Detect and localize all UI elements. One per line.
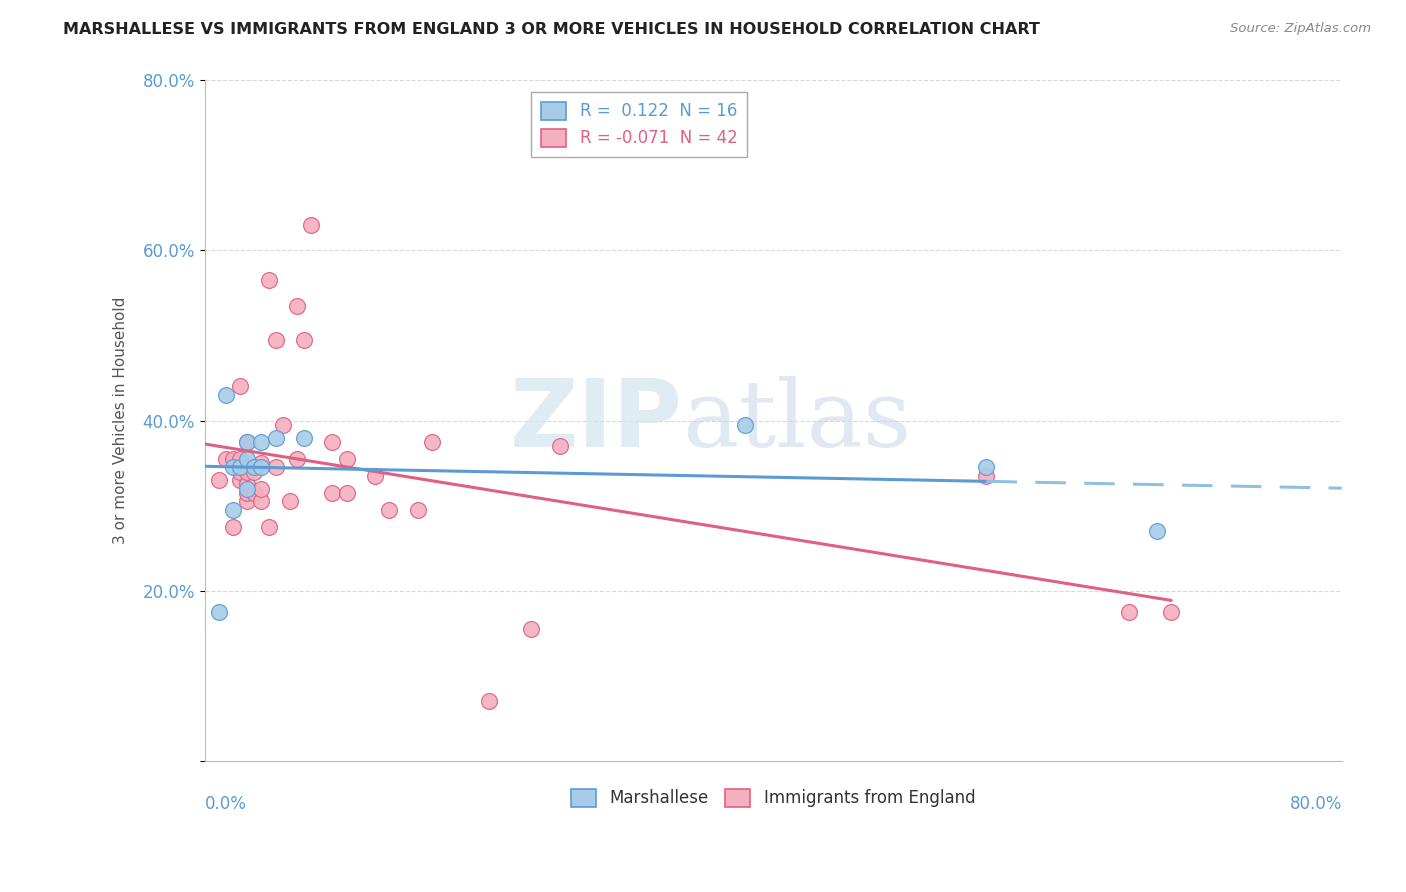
Point xyxy=(222,503,245,517)
Point xyxy=(264,333,287,347)
Text: MARSHALLESE VS IMMIGRANTS FROM ENGLAND 3 OR MORE VEHICLES IN HOUSEHOLD CORRELATI: MARSHALLESE VS IMMIGRANTS FROM ENGLAND 3… xyxy=(63,22,1040,37)
Point xyxy=(243,465,266,479)
Point xyxy=(215,388,238,402)
Point xyxy=(1160,605,1182,619)
Text: 0.0%: 0.0% xyxy=(204,795,246,814)
Point xyxy=(420,434,443,449)
Point xyxy=(976,460,998,475)
Point xyxy=(264,431,287,445)
Point xyxy=(1146,524,1168,539)
Point xyxy=(229,473,252,487)
Point xyxy=(257,520,280,534)
Point xyxy=(285,451,308,466)
Point xyxy=(222,520,245,534)
Point xyxy=(271,417,294,432)
Text: atlas: atlas xyxy=(682,376,911,466)
Point xyxy=(236,477,259,491)
Point xyxy=(236,451,259,466)
Point xyxy=(215,451,238,466)
Point xyxy=(321,434,343,449)
Point xyxy=(229,379,252,393)
Point xyxy=(236,482,259,496)
Legend: Marshallese, Immigrants from England: Marshallese, Immigrants from England xyxy=(564,782,981,814)
Point xyxy=(520,622,543,636)
Point xyxy=(243,460,266,475)
Point xyxy=(321,486,343,500)
Y-axis label: 3 or more Vehicles in Household: 3 or more Vehicles in Household xyxy=(114,297,128,544)
Point xyxy=(336,486,359,500)
Point xyxy=(257,273,280,287)
Point xyxy=(236,494,259,508)
Point xyxy=(229,465,252,479)
Point xyxy=(222,451,245,466)
Point xyxy=(278,494,301,508)
Text: ZIP: ZIP xyxy=(509,375,682,467)
Point xyxy=(734,417,756,432)
Point xyxy=(222,460,245,475)
Point xyxy=(478,694,501,708)
Point xyxy=(229,460,252,475)
Point xyxy=(250,434,273,449)
Point xyxy=(336,451,359,466)
Text: Source: ZipAtlas.com: Source: ZipAtlas.com xyxy=(1230,22,1371,36)
Point xyxy=(285,299,308,313)
Point xyxy=(299,218,322,232)
Point xyxy=(208,473,231,487)
Point xyxy=(250,482,273,496)
Point xyxy=(250,456,273,470)
Point xyxy=(236,434,259,449)
Text: 80.0%: 80.0% xyxy=(1289,795,1341,814)
Point xyxy=(292,431,315,445)
Point xyxy=(236,486,259,500)
Point xyxy=(1118,605,1140,619)
Point xyxy=(208,605,231,619)
Point xyxy=(364,468,387,483)
Point xyxy=(548,439,571,453)
Point xyxy=(250,494,273,508)
Point xyxy=(976,468,998,483)
Point xyxy=(292,333,315,347)
Point xyxy=(236,465,259,479)
Point xyxy=(243,486,266,500)
Point xyxy=(236,434,259,449)
Point xyxy=(406,503,429,517)
Point xyxy=(229,451,252,466)
Point xyxy=(378,503,401,517)
Point xyxy=(264,460,287,475)
Point xyxy=(250,460,273,475)
